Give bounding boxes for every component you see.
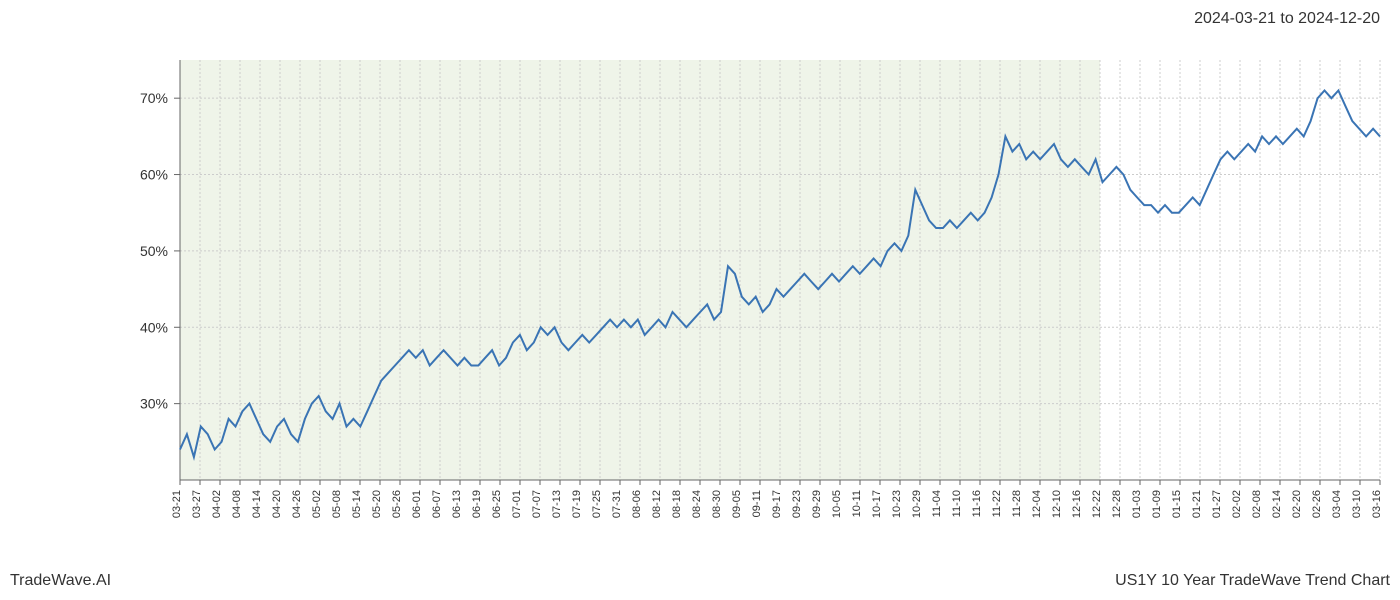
svg-text:02-08: 02-08 [1251,490,1263,518]
svg-text:07-01: 07-01 [511,490,523,518]
svg-text:08-24: 08-24 [691,490,703,518]
svg-text:09-29: 09-29 [811,490,823,518]
svg-text:08-18: 08-18 [671,490,683,518]
svg-text:12-22: 12-22 [1091,490,1103,518]
svg-text:02-26: 02-26 [1311,490,1323,518]
svg-text:04-02: 04-02 [211,490,223,518]
chart-svg: 30% 40% 50% 60% 70% 03-21 03-27 04-02 04-08 04-14… [10,50,1390,560]
svg-text:06-13: 06-13 [451,490,463,518]
svg-text:03-21: 03-21 [171,490,183,518]
svg-text:02-20: 02-20 [1291,490,1303,518]
svg-text:12-16: 12-16 [1071,490,1083,518]
svg-text:10-29: 10-29 [911,490,923,518]
svg-text:12-28: 12-28 [1111,490,1123,518]
svg-text:10-17: 10-17 [871,490,883,518]
svg-text:08-12: 08-12 [651,490,663,518]
svg-text:08-30: 08-30 [711,490,723,518]
date-range-label: 2024-03-21 to 2024-12-20 [1194,10,1380,28]
svg-text:40%: 40% [140,319,168,335]
svg-text:05-08: 05-08 [331,490,343,518]
brand-label: TradeWave.AI [10,572,111,590]
svg-text:03-10: 03-10 [1351,490,1363,518]
svg-text:01-15: 01-15 [1171,490,1183,518]
svg-text:05-26: 05-26 [391,490,403,518]
svg-text:03-16: 03-16 [1371,490,1383,518]
svg-text:07-31: 07-31 [611,490,623,518]
svg-text:07-13: 07-13 [551,490,563,518]
svg-text:11-16: 11-16 [971,490,983,517]
svg-text:09-11: 09-11 [751,490,763,517]
svg-text:02-02: 02-02 [1231,490,1243,518]
svg-text:09-17: 09-17 [771,490,783,518]
svg-text:02-14: 02-14 [1271,490,1283,518]
svg-text:01-21: 01-21 [1191,490,1203,518]
svg-text:11-04: 11-04 [931,490,943,517]
svg-text:07-25: 07-25 [591,490,603,518]
svg-text:10-05: 10-05 [831,490,843,518]
svg-text:09-23: 09-23 [791,490,803,518]
svg-text:04-26: 04-26 [291,490,303,518]
svg-text:60%: 60% [140,167,168,183]
svg-text:09-05: 09-05 [731,490,743,518]
svg-text:03-27: 03-27 [191,490,203,518]
svg-text:11-28: 11-28 [1011,490,1023,517]
svg-text:04-14: 04-14 [251,490,263,518]
svg-text:11-10: 11-10 [951,490,963,517]
svg-text:07-07: 07-07 [531,490,543,518]
svg-text:01-03: 01-03 [1131,490,1143,518]
svg-text:06-25: 06-25 [491,490,503,518]
svg-text:10-23: 10-23 [891,490,903,518]
svg-text:05-14: 05-14 [351,490,363,518]
chart-title: US1Y 10 Year TradeWave Trend Chart [1115,572,1390,590]
svg-text:12-04: 12-04 [1031,490,1043,518]
svg-text:12-10: 12-10 [1051,490,1063,518]
svg-text:03-04: 03-04 [1331,490,1343,518]
trend-chart: 30% 40% 50% 60% 70% 03-21 03-27 04-02 04-08 04-14… [10,50,1390,560]
svg-text:70%: 70% [140,90,168,106]
svg-text:06-01: 06-01 [411,490,423,518]
svg-text:01-27: 01-27 [1211,490,1223,518]
svg-text:05-20: 05-20 [371,490,383,518]
svg-text:10-11: 10-11 [851,490,863,517]
svg-text:04-08: 04-08 [231,490,243,518]
svg-text:07-19: 07-19 [571,490,583,518]
svg-text:30%: 30% [140,396,168,412]
svg-text:08-06: 08-06 [631,490,643,518]
svg-text:06-07: 06-07 [431,490,443,518]
svg-text:50%: 50% [140,243,168,259]
svg-text:05-02: 05-02 [311,490,323,518]
svg-text:01-09: 01-09 [1151,490,1163,518]
svg-text:11-22: 11-22 [991,490,1003,517]
svg-text:04-20: 04-20 [271,490,283,518]
svg-text:06-19: 06-19 [471,490,483,518]
